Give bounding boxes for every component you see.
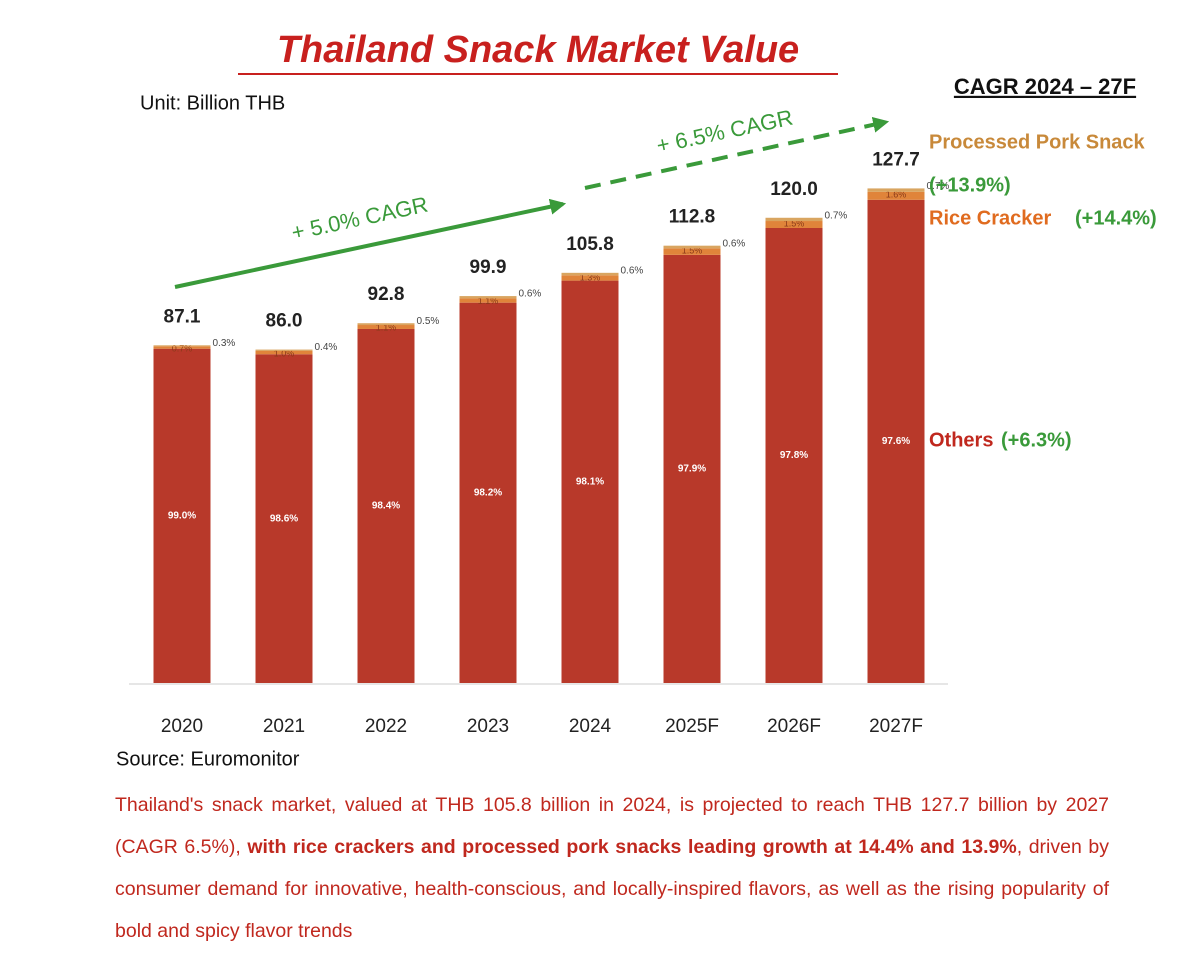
segment-label: 0.7%	[825, 210, 848, 221]
bar-segment	[459, 302, 517, 683]
bar-segment	[867, 188, 925, 192]
bar-segment	[663, 245, 721, 249]
bar-segment	[765, 228, 823, 683]
segment-label: 98.4%	[372, 501, 400, 512]
x-tick-label: 2022	[365, 716, 407, 737]
bar-segment	[663, 254, 721, 683]
source: Source: Euromonitor	[116, 748, 300, 770]
segment-label: 0.3%	[213, 338, 236, 349]
x-tick-label: 2026F	[767, 716, 821, 737]
text-bold: with rice crackers and processed pork sn…	[247, 836, 1017, 858]
chart-title: Thailand Snack Market Value	[277, 29, 799, 71]
cagr-arrow	[174, 198, 567, 289]
segment-label: 1.1%	[478, 296, 499, 306]
legend-cagr: (+13.9%)	[929, 174, 1011, 196]
bar-segment	[765, 217, 823, 222]
segment-label: 1.1%	[376, 322, 397, 332]
total-label: 120.0	[770, 179, 818, 200]
total-label: 86.0	[266, 311, 303, 332]
segment-label: 98.6%	[270, 513, 298, 524]
x-tick-label: 2024	[569, 716, 612, 737]
bar-segment	[357, 328, 415, 683]
segment-label: 99.0%	[168, 510, 196, 521]
text: Thailand's snack market, valued at THB 1…	[115, 794, 1109, 858]
segment-label: 98.2%	[474, 487, 502, 498]
bar-segment	[561, 275, 619, 281]
segment-label: 0.5%	[417, 316, 440, 327]
legend-cagr: (+14.4%)	[1075, 207, 1157, 229]
segment-label: 1.0%	[274, 348, 295, 358]
total-label: 127.7	[872, 149, 920, 170]
total-label: 112.8	[669, 207, 716, 228]
segment-label: 0.6%	[621, 265, 644, 276]
segment-label: 97.9%	[678, 464, 706, 475]
x-tick-label: 2027F	[869, 716, 923, 737]
segment-label: 0.7%	[927, 181, 950, 192]
bar-segment	[765, 221, 823, 229]
segment-label: 98.1%	[576, 476, 604, 487]
total-label: 105.8	[566, 234, 614, 255]
x-tick-label: 2020	[161, 716, 203, 737]
legend-label: Processed Pork Snack	[929, 131, 1146, 153]
total-label: 87.1	[164, 306, 201, 327]
bar-segment	[255, 349, 313, 351]
bar-segment	[459, 296, 517, 299]
bar-segment	[255, 354, 313, 683]
bar-segment	[357, 325, 415, 329]
bar-segment	[561, 272, 619, 276]
segment-label: 0.6%	[519, 289, 542, 300]
bar-segment	[153, 345, 211, 347]
total-label: 92.8	[368, 284, 405, 305]
legend-cagr: (+6.3%)	[1001, 429, 1072, 451]
segment-label: 97.8%	[780, 450, 808, 461]
bar-segment	[459, 298, 517, 303]
segment-label: 0.4%	[315, 342, 338, 353]
legend-label: Rice Cracker	[929, 207, 1052, 229]
bar-segment	[663, 248, 721, 255]
bar-segment	[357, 323, 415, 326]
segment-label: 1.3%	[580, 273, 601, 283]
segment-label: 0.6%	[723, 238, 746, 249]
text: , driven by consumer demand for innovati…	[115, 836, 1110, 942]
bar-segment	[867, 199, 925, 683]
x-tick-label: 2021	[263, 716, 305, 737]
total-label: 99.9	[470, 257, 507, 278]
segment-label: 97.6%	[882, 436, 910, 447]
bar-segment	[561, 280, 619, 683]
segment-label: 1.5%	[682, 246, 703, 256]
legend-title: CAGR 2024 – 27F	[954, 74, 1136, 99]
bar-segment	[867, 191, 925, 200]
legend-label: Others	[929, 429, 993, 451]
description: Thailand's snack market, valued at THB 1…	[115, 784, 1109, 952]
bar-segment	[153, 346, 211, 349]
annotation: + 6.5% CAGR	[654, 105, 795, 158]
x-tick-label: 2025F	[665, 716, 719, 737]
segment-label: 1.5%	[784, 218, 805, 228]
segment-label: 0.7%	[172, 344, 193, 354]
bar-segment	[153, 348, 211, 683]
unit-label: Unit: Billion THB	[140, 92, 285, 114]
bar-segment	[255, 350, 313, 355]
segment-label: 1.6%	[886, 189, 907, 199]
x-tick-label: 2023	[467, 716, 509, 737]
